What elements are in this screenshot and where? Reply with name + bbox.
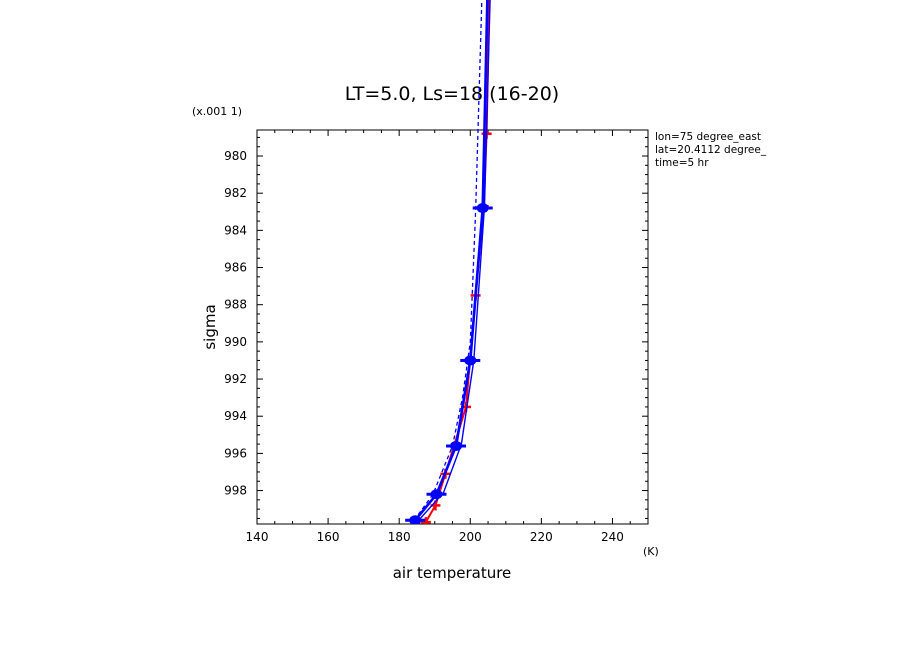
axes xyxy=(256,129,649,525)
y-axis-label: sigma xyxy=(201,304,219,349)
series xyxy=(405,0,493,524)
y-tick-label: 984 xyxy=(224,223,247,237)
x-tick-label: 220 xyxy=(530,530,553,544)
ticks: 140 160 180 200 220 240 980 982 984 986 988 990 992 9… xyxy=(224,130,649,544)
y-tick-label: 994 xyxy=(224,409,247,423)
info-lon: lon=75 degree_east xyxy=(655,131,761,143)
series-line-1 xyxy=(414,0,489,522)
y-tick-label: 986 xyxy=(224,261,247,275)
y-tick-label: 996 xyxy=(224,446,247,460)
chart-title: LT=5.0, Ls=18 (16-20) xyxy=(345,83,559,105)
series-line-2 xyxy=(418,0,491,521)
y-unit-label: (x.001 1) xyxy=(192,105,242,118)
x-tick-label: 240 xyxy=(601,530,624,544)
y-tick-label: 990 xyxy=(224,335,247,349)
info-time: time=5 hr xyxy=(655,157,709,169)
x-tick-label: 180 xyxy=(388,530,411,544)
y-tick-label: 988 xyxy=(224,298,247,312)
x-unit-label: (K) xyxy=(643,545,659,558)
plot-frame xyxy=(256,129,649,525)
y-tick-label: 980 xyxy=(224,149,247,163)
x-tick-label: 140 xyxy=(246,530,269,544)
x-axis-label: air temperature xyxy=(393,564,512,582)
y-tick-label: 992 xyxy=(224,372,247,386)
series-line-3 xyxy=(413,0,483,521)
info-lat: lat=20.4112 degree_ xyxy=(655,144,767,156)
x-tick-label: 200 xyxy=(459,530,482,544)
x-tick-label: 160 xyxy=(317,530,340,544)
y-tick-label: 982 xyxy=(224,186,247,200)
y-tick-label: 998 xyxy=(224,484,247,498)
